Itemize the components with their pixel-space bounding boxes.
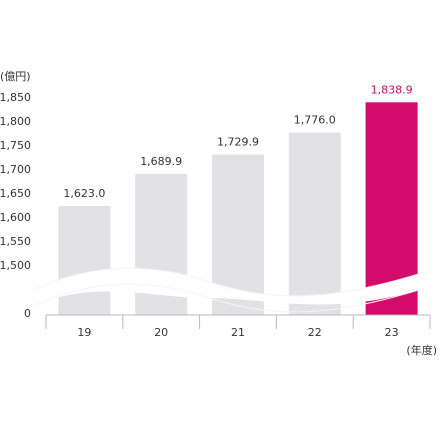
bar-value-label: 1,729.9	[217, 136, 259, 149]
y-axis-unit-label: (億円)	[0, 70, 31, 83]
x-axis-ticks: 19 20 21 22 23	[77, 326, 398, 339]
x-tick-label: 21	[231, 326, 245, 339]
y-tick-label: 1,600	[0, 211, 31, 224]
bar-22	[288, 132, 341, 315]
axis-break	[29, 267, 426, 313]
x-tick-label: 19	[77, 326, 91, 339]
x-tick-label: 20	[154, 326, 168, 339]
x-tick-label: 22	[308, 326, 322, 339]
y-tick-label: 1,700	[0, 163, 31, 176]
y-tick-label: 1,850	[0, 91, 31, 104]
y-tick-label: 0	[24, 307, 31, 320]
y-tick-label: 1,800	[0, 115, 31, 128]
axis-break-band	[30, 268, 425, 308]
y-axis-ticks: 1,850 1,800 1,750 1,700 1,650 1,600 1,550 1,500…	[0, 91, 31, 320]
bar-value-label: 1,623.0	[63, 187, 105, 200]
axis-break-edge	[29, 267, 426, 297]
x-axis-unit-label: (年度)	[406, 343, 437, 357]
bar-19	[58, 205, 111, 315]
y-tick-label: 1,500	[0, 259, 31, 272]
x-tick-label: 23	[385, 326, 399, 339]
y-tick-label: 1,650	[0, 187, 31, 200]
bar-value-label: 1,838.9	[371, 83, 413, 96]
x-axis	[45, 314, 431, 329]
bar-value-label: 1,776.0	[294, 114, 336, 127]
axis-break-edge	[29, 283, 426, 313]
y-tick-label: 1,550	[0, 235, 31, 248]
y-tick-label: 1,750	[0, 139, 31, 152]
bar-value-label: 1,689.9	[140, 155, 182, 168]
